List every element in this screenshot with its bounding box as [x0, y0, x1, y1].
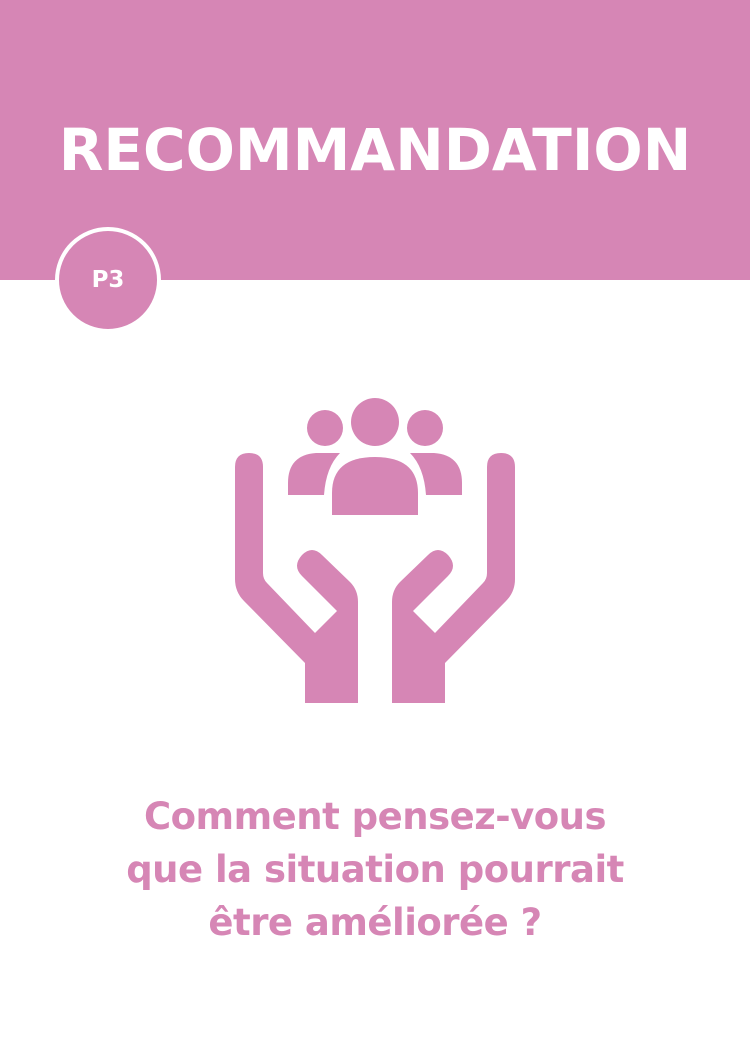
right-hand [392, 453, 515, 703]
person-right-head [407, 410, 443, 446]
question-line-2: que la situation pourrait [126, 848, 624, 891]
question-line-1: Comment pensez-vous [143, 795, 607, 838]
question-text: Comment pensez-vous que la situation pou… [40, 790, 710, 949]
person-right-body [410, 453, 462, 495]
person-center-head [351, 398, 399, 446]
left-hand [235, 453, 358, 703]
person-left-body [288, 453, 340, 495]
card-title: RECOMMANDATION [58, 116, 692, 184]
badge-label: P3 [91, 267, 125, 293]
hands-holding-people-icon [230, 395, 520, 707]
question-line-3: être améliorée ? [208, 901, 542, 944]
person-center-body [332, 457, 418, 515]
person-left-head [307, 410, 343, 446]
page-badge: P3 [55, 227, 161, 333]
